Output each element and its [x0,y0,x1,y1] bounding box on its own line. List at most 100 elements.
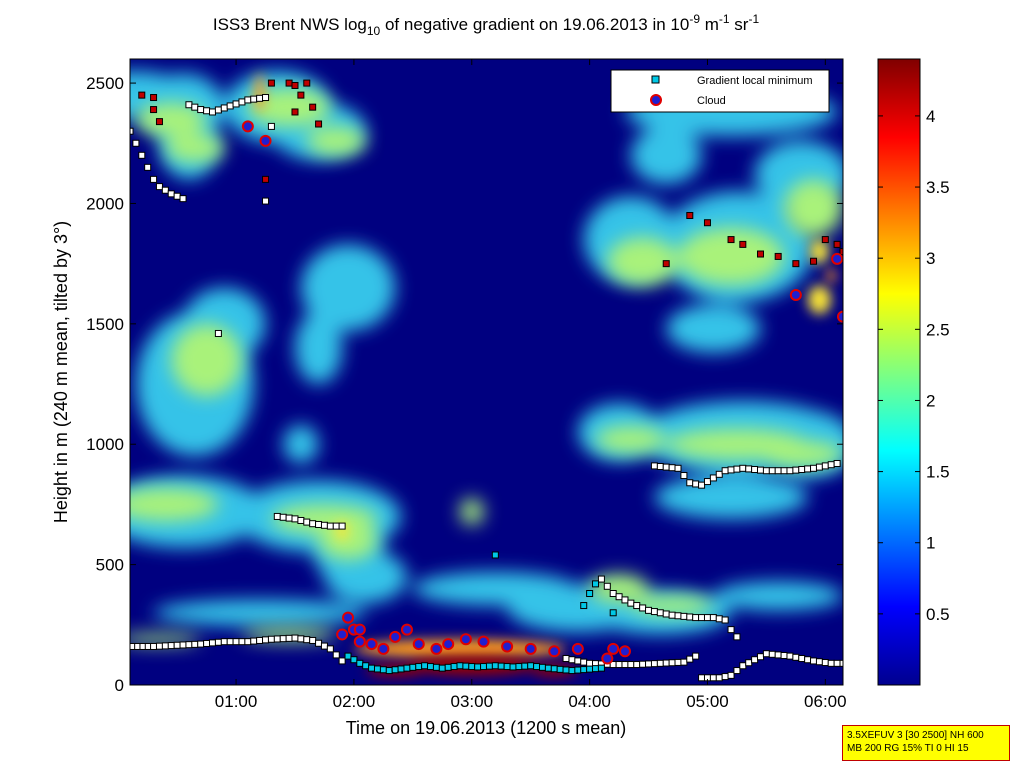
x-tick-label: 05:00 [686,692,729,711]
gradient-min-marker [497,662,505,670]
gradient-min-series-mid_04 [597,575,741,641]
gradient-min-marker [214,106,222,114]
gradient-min-marker [586,590,594,598]
gradient-min-marker [639,604,647,612]
gradient-min-marker [368,664,376,672]
gradient-min-marker [733,633,741,641]
gradient-min-marker [203,107,211,115]
x-axis-label: Time on 19.06.2013 (1200 s mean) [346,718,627,738]
cloud-marker [601,652,614,665]
gradient-min-marker [821,236,829,244]
gradient-min-marker [267,635,275,643]
cloud-series-cloud_high [241,120,843,323]
y-tick-label: 2500 [86,74,124,93]
legend-label-cloud: Cloud [697,95,726,107]
gradient-min-marker [474,663,482,671]
gradient-min-marker [373,665,381,673]
gradient-min-marker [615,593,623,601]
gradient-min-marker [150,642,158,650]
gradient-min-marker [509,663,517,671]
heat-blob [130,487,219,522]
colorbar-tick-label: 0.5 [926,605,950,624]
gradient-min-marker [173,641,181,649]
gradient-min-marker [580,602,588,610]
gradient-min-marker [662,659,670,667]
gradient-min-marker [191,103,199,111]
gradient-min-marker [320,521,328,529]
cloud-marker [501,640,514,653]
gradient-min-marker [256,94,264,102]
cloud-marker [442,638,455,651]
heat-blob [300,244,396,332]
gradient-min-marker [833,659,841,667]
gradient-min-marker [350,656,358,664]
parameter-infobox: 3.5XEFUV 3 [30 2500] NH 600 MB 200 RG 15… [842,725,1010,761]
gradient-min-marker [774,467,782,475]
gradient-min-marker [768,650,776,658]
gradient-min-marker [645,606,653,614]
gradient-min-marker [804,656,812,664]
gradient-min-marker [762,467,770,475]
heat-blob [760,440,843,468]
y-axis: 0 500 1000 1500 2000 2500 [86,74,843,695]
gradient-min-marker [273,635,281,643]
x-tick-label: 03:00 [450,692,493,711]
gradient-min-marker [238,638,246,646]
gradient-min-marker [821,659,829,667]
gradient-min-marker [226,638,234,646]
heat-blob [153,599,366,627]
gradient-min-marker [214,329,222,337]
gradient-min-series-low_layer [130,634,346,665]
gradient-min-marker [674,658,682,666]
gradient-min-marker [185,641,193,649]
gradient-min-marker [220,104,228,112]
cloud-marker [342,611,355,624]
cloud-marker [831,252,843,265]
gradient-min-marker [167,190,175,198]
gradient-min-marker [568,656,576,664]
heat-blob [826,268,836,283]
gradient-min-marker [609,590,617,598]
gradient-min-marker [521,662,529,670]
gradient-min-marker [491,551,499,559]
gradient-min-marker [150,175,158,183]
gradient-min-marker [155,183,163,191]
gradient-min-marker [173,192,181,200]
heat-blob [595,426,667,453]
gradient-min-marker [786,652,794,660]
heat-blob [810,239,829,264]
gradient-min-marker [680,472,688,480]
chart-title: ISS3 Brent NWS log10 of negative gradien… [213,12,760,38]
heat-blob [807,285,832,315]
gradient-min-marker [409,663,417,671]
gradient-min-marker [485,662,493,670]
legend: Gradient local minimum Cloud [610,69,830,113]
gradient-min-marker [721,616,729,624]
cloud-marker [377,642,390,655]
y-tick-label: 2000 [86,194,124,213]
gradient-min-series-late_low [698,650,843,682]
gradient-min-marker [739,240,747,248]
gradient-min-marker [692,652,700,660]
gradient-min-marker [303,79,311,87]
gradient-min-marker [332,522,340,530]
gradient-min-marker [786,467,794,475]
x-tick-label: 06:00 [804,692,847,711]
gradient-min-marker [627,661,635,669]
gradient-min-marker [503,663,511,671]
gradient-min-marker [438,664,446,672]
cloud-marker [400,623,413,636]
gradient-min-marker [709,474,717,482]
gradient-min-marker [197,640,205,648]
gradient-min-marker [650,462,658,470]
gradient-min-marker [250,637,258,645]
gradient-min-marker [650,608,658,616]
gradient-min-marker [344,652,352,660]
gradient-min-marker [538,663,546,671]
heat-blob [607,237,679,286]
gradient-min-marker [774,651,782,659]
gradient-min-marker [450,663,458,671]
gradient-min-marker [668,611,676,619]
gradient-min-series-mid_01 [273,512,346,530]
gradient-min-marker [721,467,729,475]
